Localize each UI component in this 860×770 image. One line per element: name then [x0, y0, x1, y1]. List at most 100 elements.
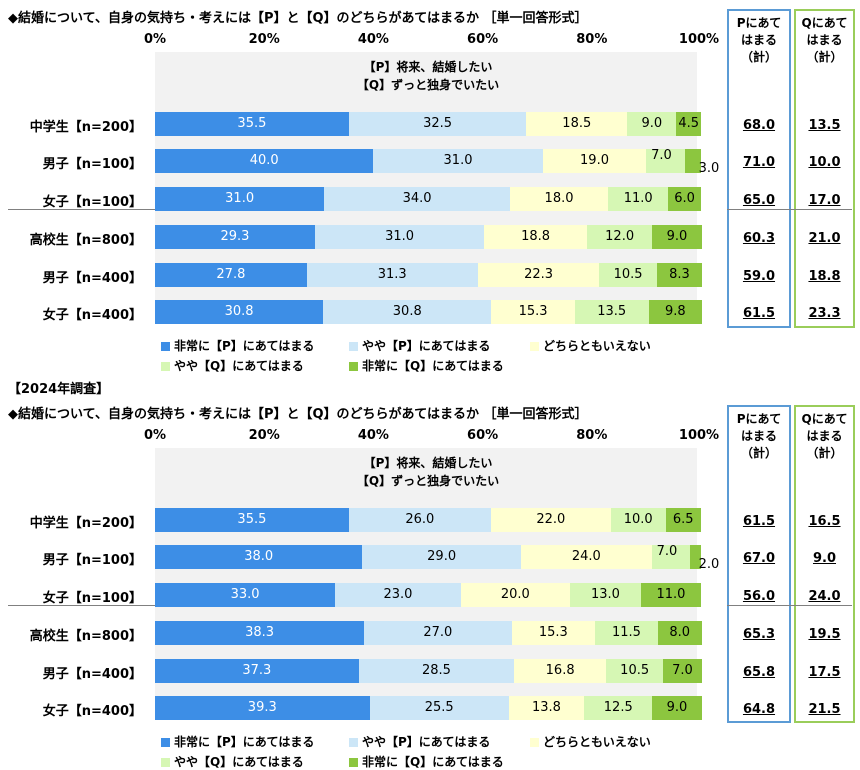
legend-label: やや【P】にあてはまる	[362, 735, 491, 749]
bar-segment	[491, 300, 575, 324]
bar-value-label: 11.0	[656, 587, 686, 602]
bar-segment	[668, 187, 701, 211]
legend-label: やや【Q】にあてはまる	[174, 359, 304, 373]
bar-segment	[526, 112, 628, 136]
legend-swatch	[349, 342, 358, 351]
legend-label: どちらともいえない	[543, 339, 651, 353]
bar-segment	[155, 225, 315, 249]
bar-value-label: 35.5	[237, 116, 267, 131]
bar-value-label: 13.0	[590, 587, 620, 602]
bar-value-label: 15.3	[518, 304, 548, 319]
bar-segment	[599, 263, 657, 287]
bar-value-label: 29.0	[427, 549, 457, 564]
legend-item: やや【P】にあてはまる	[349, 733, 490, 750]
stacked-bar: 35.5 26.0 22.0 10.0 6.5	[155, 508, 701, 532]
bar-segment	[665, 508, 701, 532]
bar-segment	[542, 149, 647, 173]
bar-segment	[155, 187, 325, 211]
bar-segment	[690, 545, 701, 569]
legend-swatch	[530, 738, 539, 747]
bar-segment	[155, 545, 363, 569]
bar-value-label: 38.3	[245, 625, 275, 640]
bar-segment	[627, 112, 677, 136]
x-tick-label: 60%	[467, 428, 499, 443]
sum-q-value: 16.5	[808, 514, 841, 529]
legend-item: やや【Q】にあてはまる	[161, 357, 304, 374]
bar-segment	[362, 545, 521, 569]
sum-q-header: Qにあて	[801, 16, 848, 30]
bar-segment	[155, 508, 349, 532]
legend-label: 非常に【Q】にあてはまる	[362, 359, 504, 373]
sum-q-value: 21.5	[808, 702, 841, 717]
category-label: 高校生【n=800】	[29, 233, 142, 248]
x-tick-label: 0%	[143, 32, 167, 47]
bar-value-label: 33.0	[230, 587, 260, 602]
bar-segment	[490, 508, 611, 532]
bar-segment	[514, 659, 606, 683]
category-label: 男子【n=100】	[42, 553, 142, 568]
bar-value-label: 38.0	[244, 549, 274, 564]
sum-q-header: （計）	[806, 446, 843, 460]
stacked-bar: 38.0 29.0 24.0 7.0 2.0	[155, 544, 719, 572]
legend-item: 非常に【Q】にあてはまる	[349, 753, 504, 770]
bar-value-label: 31.0	[385, 229, 415, 244]
bar-value-label: 28.5	[421, 663, 451, 678]
legend-label: 非常に【P】にあてはまる	[174, 735, 315, 749]
bar-segment	[605, 659, 664, 683]
bar-value-label: 27.0	[423, 625, 453, 640]
bar-value-label: 32.5	[423, 116, 453, 131]
stacked-bar: 31.0 34.0 18.0 11.0 6.0	[155, 187, 701, 211]
legend-label: 非常に【Q】にあてはまる	[362, 755, 504, 769]
sum-p-header: はまる	[740, 33, 777, 47]
sum-p-header: はまる	[740, 429, 777, 443]
bar-value-label: 7.0	[656, 544, 678, 559]
legend-swatch	[349, 738, 358, 747]
bar-value-label: 18.0	[544, 191, 574, 206]
statement-p-label: 【P】将来、結婚したい	[363, 456, 493, 470]
sum-p-value: 71.0	[742, 155, 776, 170]
bar-value-label: 6.0	[674, 191, 695, 206]
x-tick-label: 40%	[357, 428, 389, 443]
legend-item: やや【Q】にあてはまる	[161, 753, 304, 770]
sum-q-value: 10.0	[808, 155, 841, 170]
bar-value-label: 31.0	[443, 153, 473, 168]
legend-item: 非常に【P】にあてはまる	[161, 733, 314, 750]
bar-value-label: 3.0	[698, 161, 720, 176]
bar-value-label: 11.5	[611, 625, 641, 640]
legend-label: やや【P】にあてはまる	[362, 339, 491, 353]
x-tick-label: 100%	[678, 32, 720, 47]
bar-segment	[155, 263, 307, 287]
sum-p-value: 67.0	[742, 551, 776, 566]
bar-value-label: 10.5	[620, 663, 650, 678]
bar-segment	[652, 225, 702, 249]
bar-segment	[640, 583, 701, 607]
group-separator	[727, 605, 852, 606]
sum-q-value: 23.3	[808, 306, 841, 321]
x-tick-label: 80%	[576, 428, 608, 443]
bar-value-label: 9.0	[666, 229, 688, 244]
sum-p-value: 59.0	[742, 269, 776, 284]
bar-segment	[369, 696, 509, 720]
bar-segment	[155, 300, 324, 324]
bar-value-label: 6.5	[672, 512, 694, 527]
statement-p-label: 【P】将来、結婚したい	[363, 60, 493, 74]
sum-q-box	[794, 405, 855, 723]
category-label: 中学生【n=200】	[29, 516, 142, 531]
bar-value-label: 13.8	[531, 700, 561, 715]
sum-p-header: （計）	[740, 446, 777, 460]
bar-segment	[646, 149, 685, 173]
bar-value-label: 2.0	[698, 557, 720, 572]
category-label: 女子【n=100】	[42, 195, 142, 210]
legend-swatch	[349, 362, 358, 371]
legend-label: どちらともいえない	[543, 735, 651, 749]
bar-value-label: 10.5	[613, 267, 643, 282]
sum-q-header: Qにあて	[801, 412, 848, 426]
sum-p-value: 65.3	[742, 627, 776, 642]
bar-segment	[155, 659, 359, 683]
bar-value-label: 8.3	[669, 267, 690, 282]
sum-p-box	[727, 9, 791, 328]
category-label: 高校生【n=800】	[29, 629, 142, 644]
x-tick-label: 0%	[143, 428, 167, 443]
sum-q-value: 24.0	[808, 589, 841, 604]
legend-label: 非常に【P】にあてはまる	[174, 339, 315, 353]
